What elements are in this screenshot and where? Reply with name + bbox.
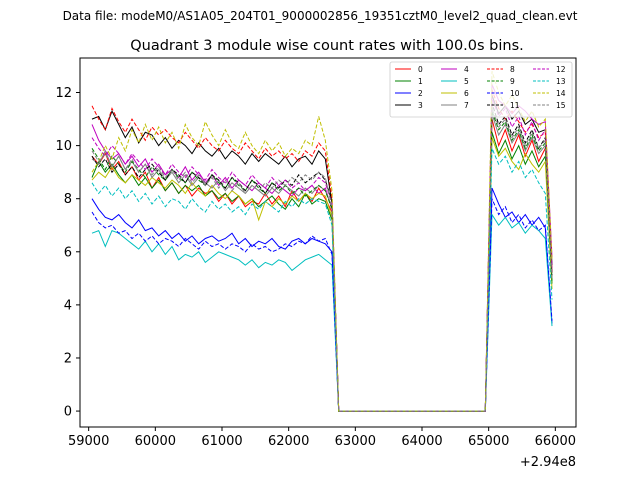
x-tick-label: 60000 — [135, 434, 176, 449]
y-tick-label: 8 — [64, 192, 72, 207]
series-line-15 — [91, 108, 553, 412]
x-tick-label: 64000 — [401, 434, 442, 449]
x-tick-label: 66000 — [535, 434, 576, 449]
legend-label-0: 0 — [418, 65, 423, 74]
legend-label-12: 12 — [556, 65, 566, 74]
legend-label-13: 13 — [556, 77, 566, 86]
legend-label-10: 10 — [510, 89, 520, 98]
plot-series — [91, 71, 553, 412]
legend-label-7: 7 — [464, 101, 469, 110]
legend-label-2: 2 — [418, 89, 423, 98]
x-tick-label: 62000 — [268, 434, 309, 449]
y-tick-label: 4 — [64, 298, 72, 313]
legend-box — [389, 61, 573, 118]
x-tick-label: 61000 — [201, 434, 242, 449]
legend-label-8: 8 — [510, 65, 515, 74]
axes-frame — [79, 57, 577, 428]
legend-label-3: 3 — [418, 101, 423, 110]
x-tick-label: 59000 — [68, 434, 109, 449]
suptitle: Data file: modeM0/AS1A05_204T01_90000028… — [63, 9, 578, 23]
legend-label-5: 5 — [464, 77, 469, 86]
legend-label-1: 1 — [418, 77, 423, 86]
legend-label-9: 9 — [510, 77, 515, 86]
x-tick-label: 63000 — [335, 434, 376, 449]
x-tick-label: 65000 — [468, 434, 509, 449]
y-tick-label: 6 — [64, 245, 72, 260]
y-tick-label: 0 — [64, 405, 72, 420]
y-tick-label: 12 — [55, 86, 72, 101]
y-tick-label: 10 — [55, 139, 72, 154]
x-axis: 59000 60000 61000 62000 63000 64000 65000 66000 — [68, 427, 576, 449]
x-offset-label: +2.94e8 — [520, 455, 576, 470]
y-axis: 0 2 4 6 8 10 12 — [55, 86, 80, 420]
chart-title: Quadrant 3 module wise count rates with … — [130, 38, 524, 54]
legend-label-6: 6 — [464, 89, 469, 98]
legend-label-11: 11 — [510, 101, 520, 110]
legend-label-14: 14 — [556, 89, 566, 98]
legend-label-4: 4 — [464, 65, 469, 74]
y-tick-label: 2 — [64, 351, 72, 366]
legend-label-15: 15 — [556, 101, 566, 110]
series-line-14 — [91, 71, 553, 412]
